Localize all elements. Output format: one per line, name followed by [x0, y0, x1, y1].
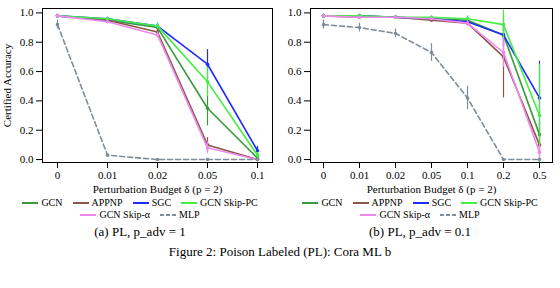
- html-text:APPNP: APPNP: [371, 197, 403, 208]
- svg-text:0.01: 0.01: [350, 169, 369, 181]
- html-text:GCN Skip-α: GCN Skip-α: [379, 209, 430, 220]
- html-text:GCN Skip-PC: GCN Skip-PC: [200, 197, 258, 208]
- svg-text:0: 0: [55, 169, 61, 181]
- svg-text:0.1: 0.1: [251, 169, 265, 181]
- svg-text:Perturbation Budget δ (p = 2): Perturbation Budget δ (p = 2): [367, 183, 497, 196]
- html-text:MLP: MLP: [179, 209, 200, 220]
- svg-text:0.05: 0.05: [198, 169, 218, 181]
- html-text:MLP: MLP: [459, 209, 480, 220]
- svg-text:0: 0: [321, 169, 327, 181]
- svg-text:0.2: 0.2: [497, 169, 511, 181]
- svg-text:0.6: 0.6: [20, 65, 34, 77]
- html-text:APPNP: APPNP: [91, 197, 123, 208]
- svg-text:0.2: 0.2: [20, 124, 34, 136]
- svg-text:0.4: 0.4: [288, 94, 302, 106]
- html-text:GCN: GCN: [41, 197, 63, 208]
- html-text:GCN: GCN: [321, 197, 343, 208]
- svg-text:1.0: 1.0: [20, 6, 34, 18]
- svg-text:0.4: 0.4: [20, 94, 34, 106]
- svg-text:0.02: 0.02: [148, 169, 167, 181]
- svg-text:Perturbation Budget δ (p = 2): Perturbation Budget δ (p = 2): [93, 183, 223, 196]
- html-text:GCN Skip-PC: GCN Skip-PC: [480, 197, 538, 208]
- svg-text:0.05: 0.05: [422, 169, 442, 181]
- svg-text:0.01: 0.01: [98, 169, 117, 181]
- svg-text:0.1: 0.1: [461, 169, 475, 181]
- svg-text:0.5: 0.5: [533, 169, 547, 181]
- html-text:SGC: SGC: [431, 197, 452, 208]
- html-text:SGC: SGC: [151, 197, 172, 208]
- svg-text:0.2: 0.2: [288, 124, 302, 136]
- svg-text:0.0: 0.0: [288, 153, 302, 165]
- svg-text:0.6: 0.6: [288, 65, 302, 77]
- html-text:GCN Skip-α: GCN Skip-α: [99, 209, 150, 220]
- svg-text:1.0: 1.0: [288, 6, 302, 18]
- html-text:Figure 2: Poison Labeled (PL):: Figure 2: Poison Labeled (PL): Cora ML b: [168, 244, 392, 259]
- svg-text:0.8: 0.8: [20, 36, 34, 48]
- svg-text:0.0: 0.0: [20, 153, 34, 165]
- svg-text:0.8: 0.8: [288, 36, 302, 48]
- svg-text:Certified Accuracy: Certified Accuracy: [1, 43, 13, 127]
- html-text:(a) PL, p_adv = 1: (a) PL, p_adv = 1: [94, 224, 186, 239]
- html-text:(b) PL, p_adv = 0.1: (b) PL, p_adv = 0.1: [369, 224, 471, 239]
- svg-text:0.02: 0.02: [386, 169, 405, 181]
